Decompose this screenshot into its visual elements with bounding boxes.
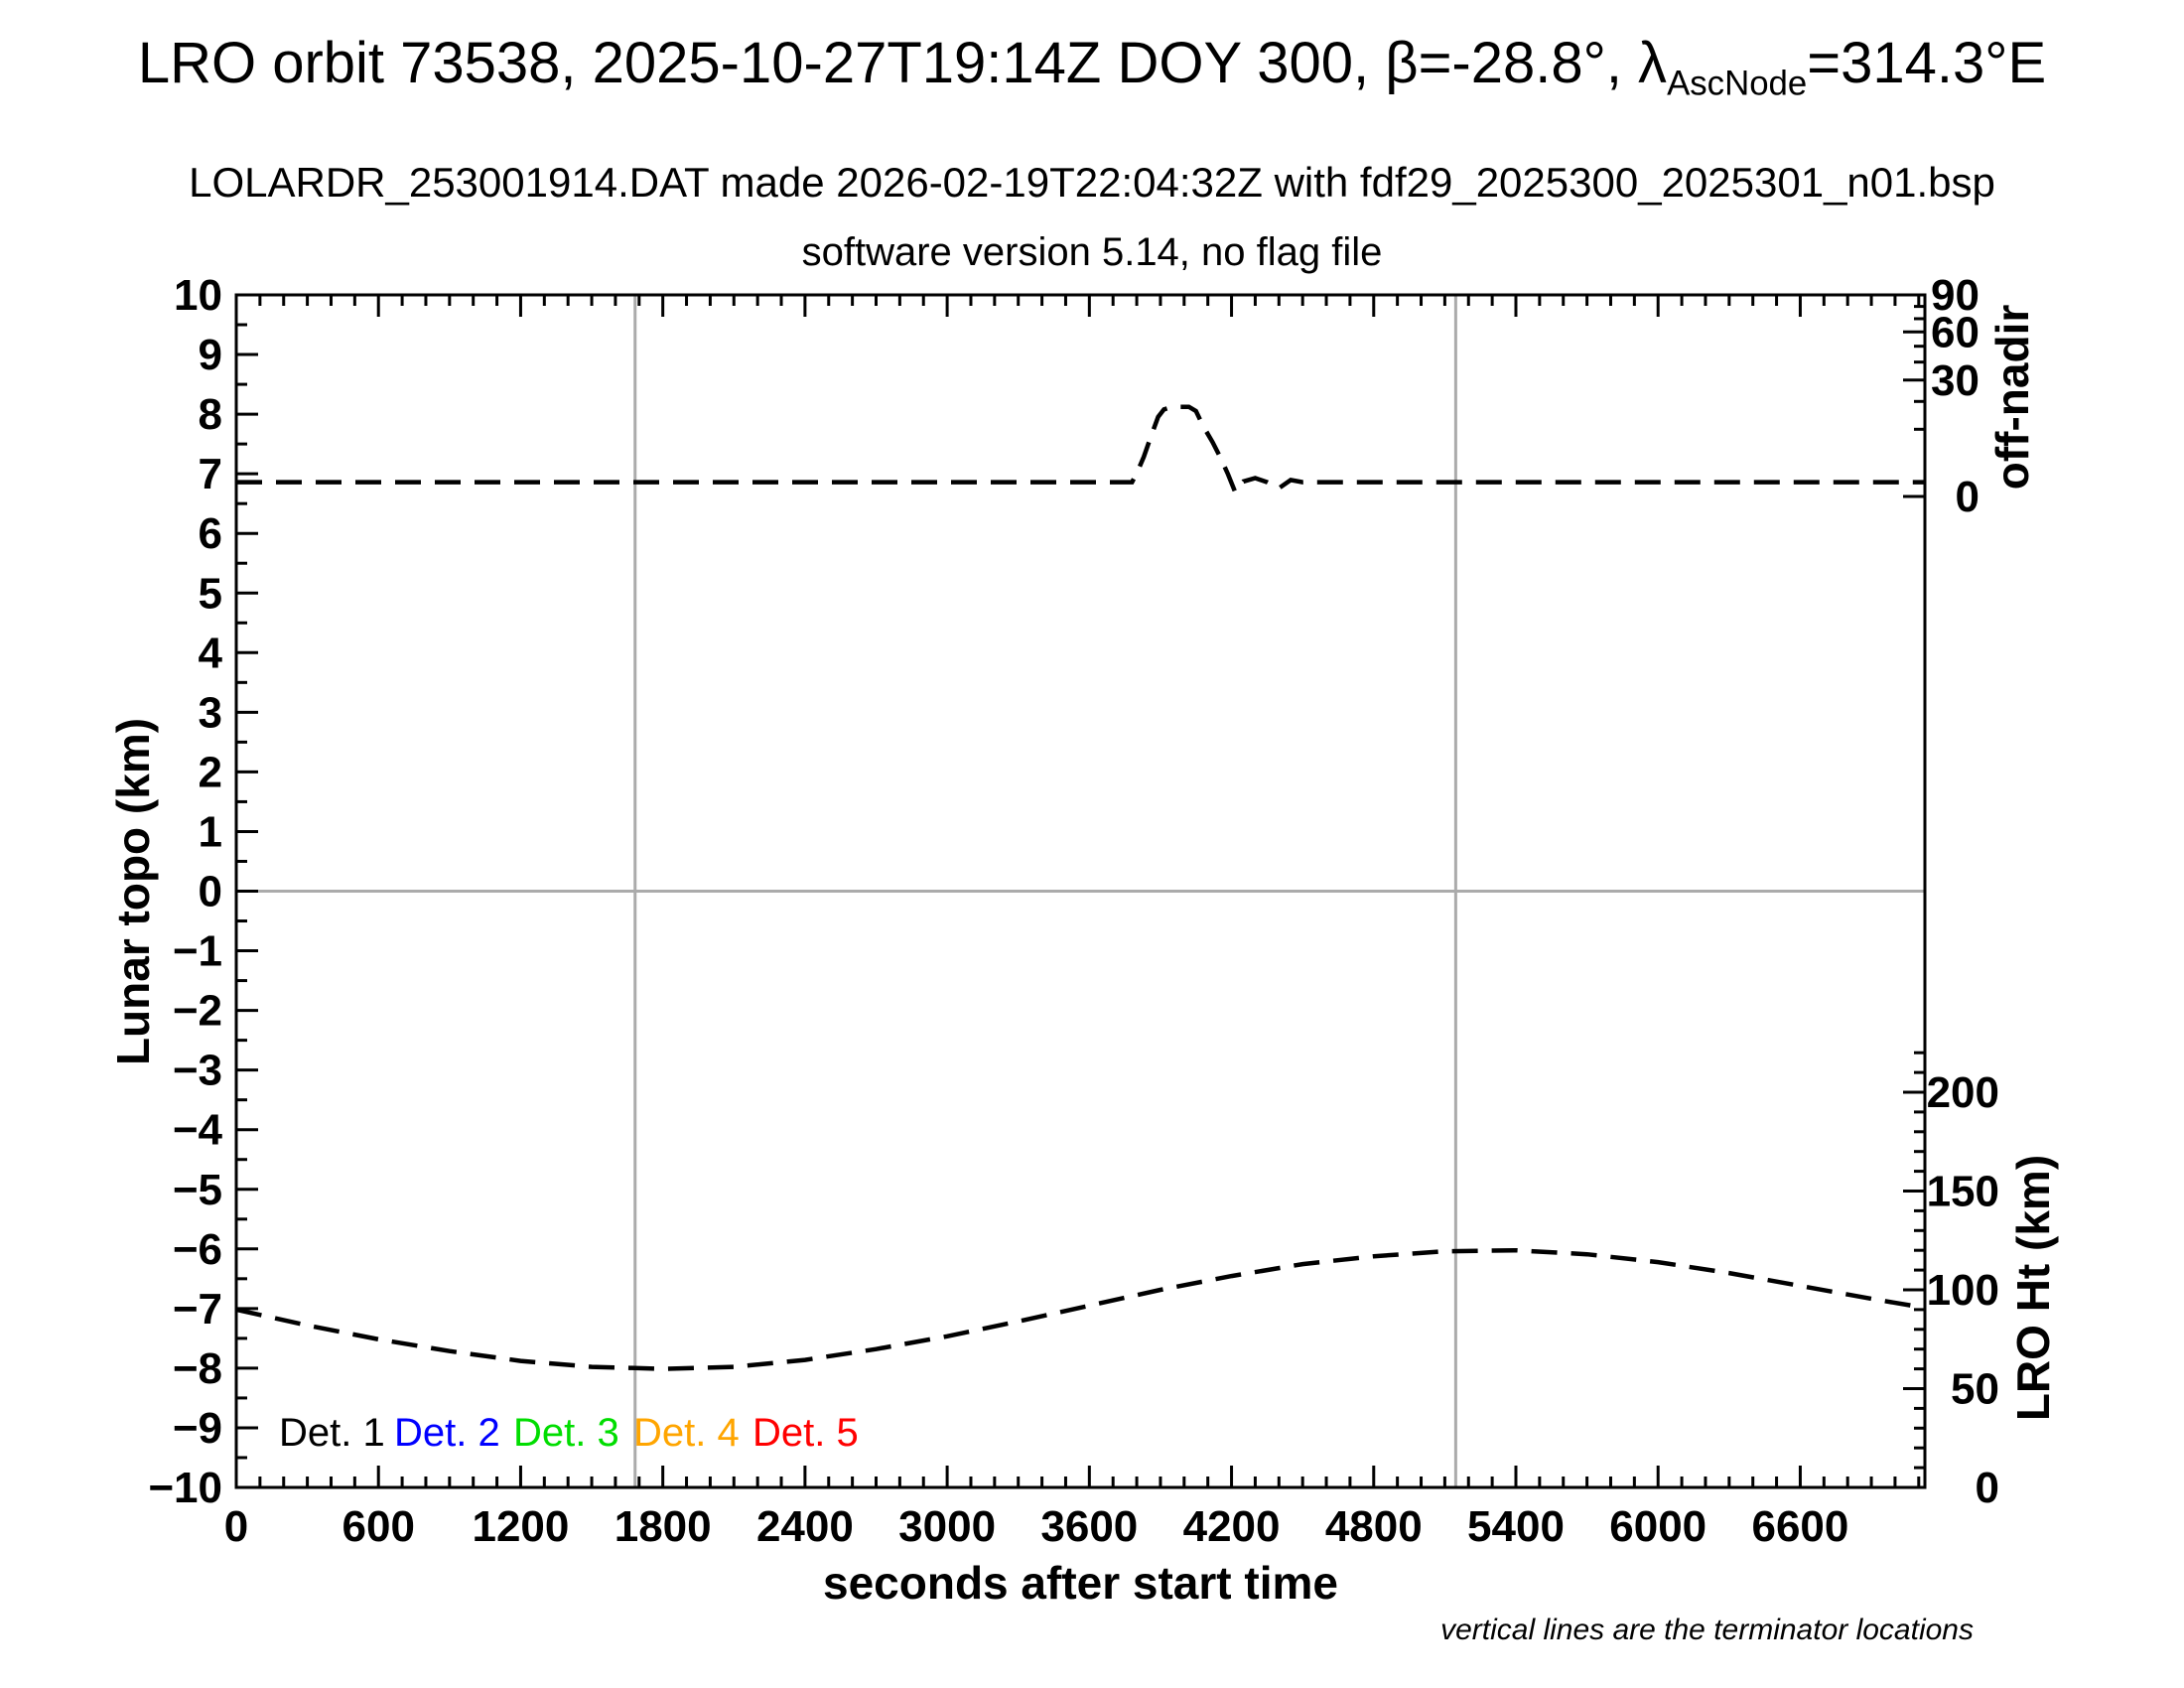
lro-ht-tick-label: 0 [1976,1464,1999,1512]
legend-item-det4: Det. 4 [633,1411,740,1455]
left-tick-label: 6 [199,509,222,558]
left-tick-label: −4 [173,1106,223,1155]
lro-ht-tick-label: 200 [1927,1068,1999,1117]
subtitle-software-version: software version 5.14, no flag file [801,230,1383,274]
lro-ht-tick-label: 150 [1927,1168,1999,1216]
x-tick-label: 6000 [1609,1502,1706,1551]
x-tick-label: 6600 [1751,1502,1848,1551]
subtitle-file-info: LOLARDR_253001914.DAT made 2026-02-19T22… [189,159,1995,206]
x-tick-label: 3000 [898,1502,996,1551]
offnadir-tick-label: 30 [1931,356,1979,405]
x-tick-label: 0 [224,1502,248,1551]
left-tick-label: 3 [199,688,222,737]
left-tick-label: −3 [173,1047,222,1095]
lro-height-axis-title: LRO Ht (km) [2007,1154,2059,1422]
x-tick-label: 1200 [472,1502,569,1551]
x-tick-label: 4800 [1325,1502,1423,1551]
legend-item-det2: Det. 2 [394,1411,500,1455]
offnadir-tick-label: 60 [1931,308,1979,356]
lro-ht-tick-label: 50 [1951,1365,1999,1414]
x-tick-label: 3600 [1040,1502,1138,1551]
left-tick-label: −6 [173,1225,222,1274]
left-tick-label: 0 [199,868,222,916]
legend-item-det5: Det. 5 [752,1411,859,1455]
offnadir-tick-label: 0 [1956,473,1979,521]
lro-ht-tick-label: 100 [1927,1266,1999,1315]
left-tick-label: −5 [173,1166,222,1214]
left-axis-title: Lunar topo (km) [107,717,159,1066]
left-tick-label: 7 [199,450,222,498]
curve-offnadir-angle [236,404,1924,496]
left-tick-label: −8 [173,1344,222,1393]
left-tick-label: 9 [199,331,222,379]
legend-item-det1: Det. 1 [279,1411,385,1455]
legend-item-det3: Det. 3 [513,1411,619,1455]
title-subscript: AscNode [1667,64,1808,103]
x-tick-label: 600 [342,1502,415,1551]
left-tick-label: 1 [199,807,222,856]
left-tick-label: 5 [199,569,222,618]
curve-lro-height [235,1247,1924,1371]
terminator-footnote: vertical lines are the terminator locati… [1440,1614,1974,1646]
left-tick-label: −10 [148,1464,222,1512]
offnadir-axis-title: off-nadir [1986,304,2038,491]
left-tick-label: −2 [173,987,222,1036]
left-tick-label: 10 [174,271,222,320]
x-tick-label: 4200 [1183,1502,1281,1551]
page-title: LRO orbit 73538, 2025-10-27T19:14Z DOY 3… [0,30,2184,104]
left-tick-label: 2 [199,748,222,796]
left-tick-label: −7 [173,1285,222,1334]
left-tick-label: −1 [173,927,222,976]
x-tick-label: 2400 [756,1502,854,1551]
x-axis-title: seconds after start time [823,1557,1338,1609]
x-tick-label: 1800 [614,1502,712,1551]
x-tick-label: 5400 [1467,1502,1565,1551]
left-tick-label: 8 [199,390,222,439]
title-main: LRO orbit 73538, 2025-10-27T19:14Z DOY 3… [137,31,1668,95]
offnadir-tick-label: 90 [1931,271,1979,320]
left-tick-label: −9 [173,1404,222,1453]
title-tail: =314.3°E [1807,31,2047,95]
left-tick-label: 4 [199,629,223,677]
